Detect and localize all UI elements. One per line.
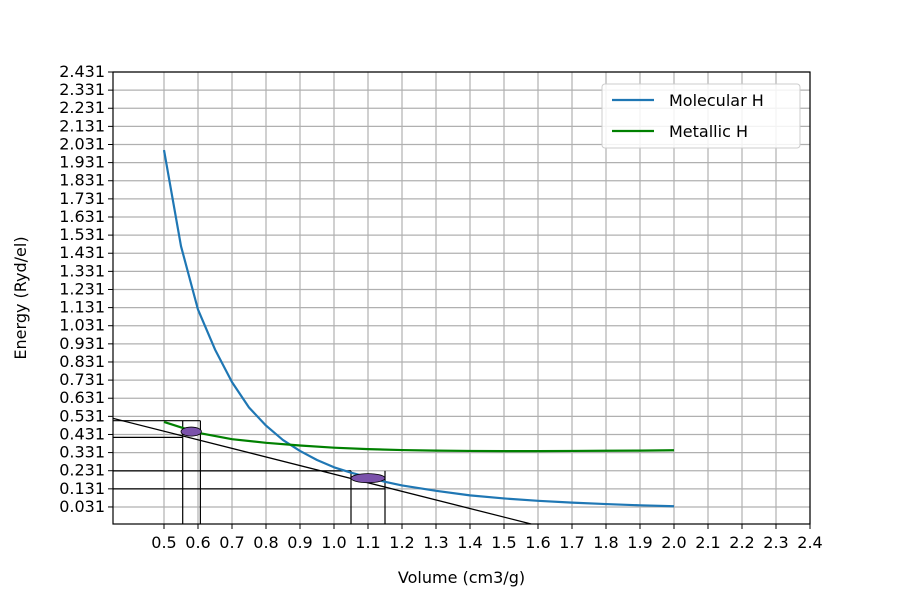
x-tick-label: 1.4 (457, 533, 482, 552)
y-tick-label: 2.131 (59, 116, 105, 135)
y-tick-label: 2.031 (59, 134, 105, 153)
y-tick-label: 1.431 (59, 243, 105, 262)
y-tick-label: 1.631 (59, 207, 105, 226)
x-tick-label: 0.5 (151, 533, 176, 552)
y-tick-label: 0.731 (59, 370, 105, 389)
y-axis-label: Energy (Ryd/el) (11, 236, 30, 359)
metallic-h-line (163, 420, 675, 453)
x-tick-label: 1.7 (559, 533, 584, 552)
y-tick-label: 0.631 (59, 388, 105, 407)
series (162, 149, 675, 508)
y-tick-label: 0.831 (59, 352, 105, 371)
annotations (112, 417, 532, 525)
x-tick-label: 1.2 (389, 533, 414, 552)
y-tick-label: 1.031 (59, 316, 105, 335)
y-tick-label: 0.531 (59, 406, 105, 425)
x-tick-label: 0.6 (185, 533, 210, 552)
x-tick-label: 0.7 (219, 533, 244, 552)
y-tick-label: 2.431 (59, 62, 105, 81)
x-tick-label: 1.3 (423, 533, 448, 552)
y-tick-label: 1.531 (59, 225, 105, 244)
x-tick-label: 1.1 (355, 533, 380, 552)
y-tick-label: 1.931 (59, 153, 105, 172)
legend-label-metallic: Metallic H (669, 122, 748, 141)
y-tick-label: 0.431 (59, 424, 105, 443)
y-tick-label: 2.331 (59, 80, 105, 99)
x-tick-label: 2.0 (661, 533, 686, 552)
y-tick-label: 0.331 (59, 443, 105, 462)
x-tick-label: 1.9 (627, 533, 652, 552)
y-tick-label: 1.331 (59, 261, 105, 280)
y-tick-label: 0.931 (59, 334, 105, 353)
y-tick-label: 0.031 (59, 497, 105, 516)
x-tick-label: 1.5 (491, 533, 516, 552)
legend: Molecular H Metallic H (601, 83, 801, 149)
x-axis-label: Volume (cm3/g) (398, 568, 525, 587)
y-tick-label: 1.831 (59, 171, 105, 190)
x-tick-label: 0.9 (287, 533, 312, 552)
x-tick-label: 2.2 (729, 533, 754, 552)
plot-frame (112, 71, 811, 525)
x-tick-label: 2.4 (797, 533, 822, 552)
x-tick-label: 0.8 (253, 533, 278, 552)
ticks: 0.5 0.6 0.7 0.8 0.9 1.0 1.1 1.2 1.3 1.4 1.5 1.6 1.7 1… (59, 62, 823, 552)
x-tick-label: 1.8 (593, 533, 618, 552)
y-tick-label: 1.231 (59, 279, 105, 298)
x-tick-label: 1.6 (525, 533, 550, 552)
legend-label-molecular: Molecular H (669, 91, 764, 110)
tangent-line (112, 417, 532, 525)
y-tick-label: 1.131 (59, 298, 105, 317)
molecular-h-line (162, 149, 675, 508)
x-tick-label: 1.0 (321, 533, 346, 552)
y-tick-label: 0.131 (59, 479, 105, 498)
x-tick-label: 2.3 (763, 533, 788, 552)
marker-ellipse (180, 426, 202, 437)
marker-ellipse (350, 473, 386, 484)
x-tick-label: 2.1 (695, 533, 720, 552)
y-tick-label: 1.731 (59, 189, 105, 208)
y-tick-label: 2.231 (59, 98, 105, 117)
y-tick-label: 0.231 (59, 461, 105, 480)
